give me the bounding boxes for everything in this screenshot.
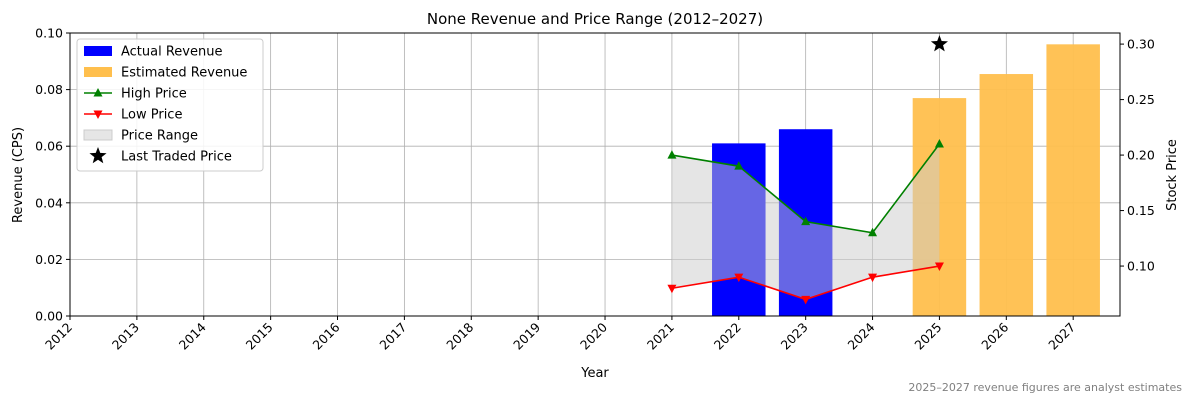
x-tick-label: 2019 — [510, 319, 543, 352]
high-price-point — [868, 227, 878, 237]
high-price-point — [801, 216, 811, 226]
right-tick-label: 0.25 — [1127, 92, 1155, 107]
left-tick-label: 0.02 — [35, 252, 63, 267]
x-tick-label: 2026 — [978, 319, 1011, 352]
left-axis-label: Revenue (CPS) — [11, 127, 26, 223]
legend-label: Last Traded Price — [121, 150, 232, 165]
x-tick-label: 2015 — [243, 320, 276, 353]
estimated-revenue-bar — [1046, 44, 1100, 316]
legend: Actual Revenue Estimated Revenue High Pric… — [76, 38, 264, 172]
right-tick-label: 0.30 — [1127, 37, 1155, 52]
low-price-point — [801, 295, 811, 305]
high-price-point — [734, 161, 744, 170]
x-tick-label: 2018 — [443, 319, 476, 352]
legend-label: Low Price — [121, 108, 182, 123]
right-tick-label: 0.10 — [1127, 259, 1155, 274]
price-range-area — [671, 143, 940, 300]
price-lines — [667, 35, 948, 305]
estimated-revenue-bar — [979, 74, 1034, 316]
low-price-point — [667, 284, 677, 294]
x-tick-label: 2023 — [778, 320, 811, 353]
legend-swatch-marker — [93, 88, 103, 97]
legend-swatch — [84, 46, 112, 56]
high-price-point — [667, 150, 677, 159]
price-range-band — [671, 143, 940, 300]
x-tick-label: 2024 — [845, 319, 878, 352]
legend-label: High Price — [121, 87, 187, 102]
x-tick-label: 2025 — [911, 320, 944, 353]
high-price-point — [934, 138, 944, 148]
right-axis-label: Stock Price — [1165, 139, 1180, 211]
x-axis-label: Year — [580, 366, 609, 381]
chart-title: None Revenue and Price Range (2012–2027) — [427, 10, 763, 28]
legend-label: Actual Revenue — [121, 45, 222, 60]
legend-label: Price Range — [121, 129, 198, 144]
x-tick-label: 2020 — [577, 319, 610, 352]
legend-swatch-marker — [93, 110, 103, 119]
last-traded-price-marker — [930, 35, 948, 52]
axes — [69, 32, 1121, 317]
x-tick-label: 2013 — [109, 320, 142, 353]
low-price-point — [934, 262, 944, 272]
legend-label: Estimated Revenue — [121, 66, 247, 81]
x-tick-label: 2012 — [42, 320, 75, 353]
right-axis-ticks: 0.10 0.15 0.20 0.25 0.30 — [1120, 37, 1155, 274]
right-tick-label: 0.20 — [1127, 148, 1155, 163]
legend-swatch-star — [89, 147, 107, 164]
legend-swatch — [84, 67, 112, 77]
x-tick-label: 2017 — [376, 320, 409, 353]
x-tick-label: 2016 — [310, 319, 343, 352]
legend-box — [76, 38, 264, 172]
left-tick-label: 0.10 — [35, 26, 63, 41]
plot-frame — [69, 32, 1121, 317]
left-tick-label: 0.04 — [35, 195, 63, 210]
legend-swatch — [83, 129, 113, 141]
low-price-point — [734, 273, 744, 283]
left-tick-label: 0.06 — [35, 139, 63, 154]
x-axis-ticks: 2012 2013 2014 2015 2016 2017 2018 2019 2020 2021… — [42, 316, 1078, 353]
right-tick-label: 0.15 — [1127, 203, 1155, 218]
x-tick-label: 2027 — [1045, 320, 1078, 353]
left-tick-label: 0.00 — [35, 309, 63, 324]
low-price-point — [868, 273, 878, 283]
x-tick-label: 2022 — [711, 320, 744, 353]
left-tick-label: 0.08 — [35, 82, 63, 97]
left-axis-ticks: 0.00 0.02 0.04 0.06 0.08 0.10 — [35, 26, 70, 324]
x-tick-label: 2014 — [176, 319, 209, 352]
footnote: 2025–2027 revenue figures are analyst es… — [908, 381, 1182, 394]
x-tick-label: 2021 — [644, 320, 677, 353]
